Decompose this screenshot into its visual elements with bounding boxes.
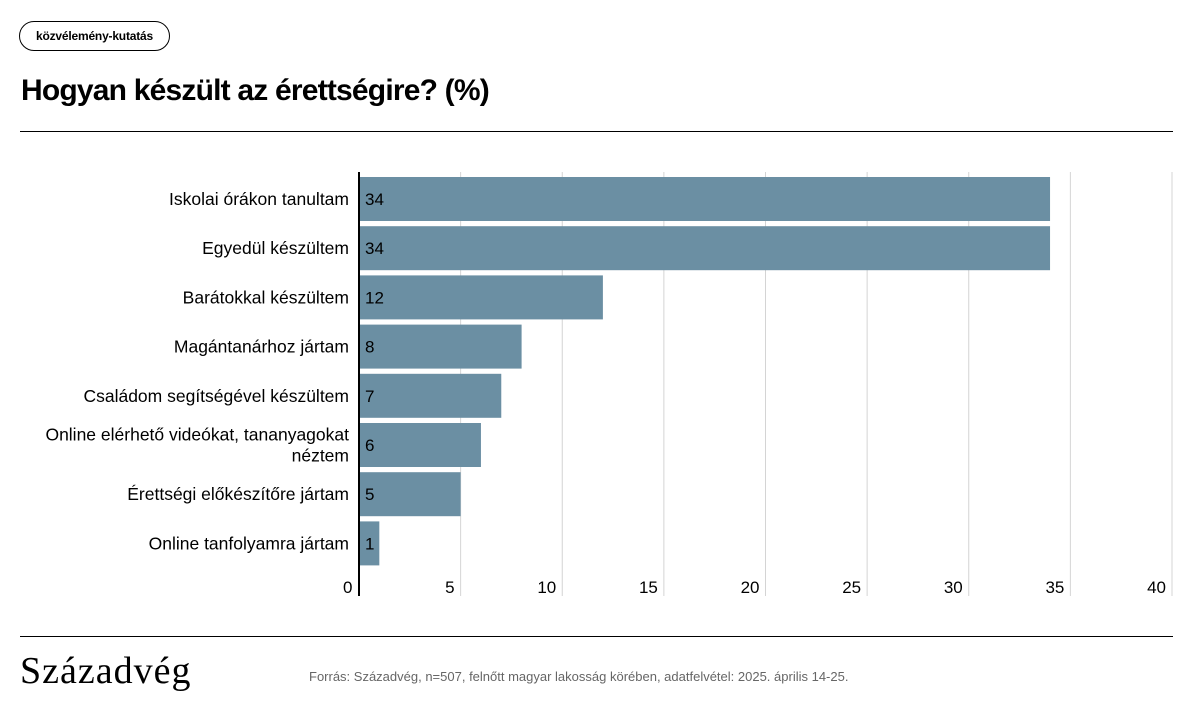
value-label-3: 8: [365, 338, 374, 357]
value-label-1: 34: [365, 239, 384, 258]
bar-2: [359, 275, 603, 320]
category-label-7: Online tanfolyamra jártam: [149, 533, 349, 553]
category-label-4: Családom segítségével készültem: [83, 386, 349, 406]
bar-6: [359, 472, 461, 517]
value-label-0: 34: [365, 190, 384, 209]
x-tick-label-0: 0: [343, 578, 352, 597]
x-tick-label-15: 15: [639, 578, 658, 597]
source-note: Forrás: Századvég, n=507, felnőtt magyar…: [309, 669, 849, 684]
chart-title: Hogyan készült az érettségire? (%): [21, 74, 490, 107]
bar-chart: 34 Iskolai órákon tanultam 34 Egyedül készü…: [45, 172, 1173, 597]
category-label-0: Iskolai órákon tanultam: [169, 189, 349, 209]
x-tick-label-30: 30: [944, 578, 963, 597]
bar-1: [359, 226, 1051, 271]
bar-0: [359, 177, 1051, 221]
bar-7: [359, 521, 380, 566]
category-tag: közvélemény-kutatás: [19, 21, 170, 51]
x-tick-label-25: 25: [842, 578, 861, 597]
x-tick-label-40: 40: [1147, 578, 1166, 597]
x-tick-label-5: 5: [445, 578, 454, 597]
header-divider: [20, 131, 1173, 132]
value-label-7: 1: [365, 534, 374, 553]
bar-4: [359, 373, 502, 418]
brand-logo: Századvég: [20, 650, 192, 692]
bar-3: [359, 324, 522, 369]
category-label-3: Magántanárhoz jártam: [174, 337, 349, 357]
bar-5: [359, 423, 481, 467]
category-label-5: Online elérhető videókat, tananyagokat né…: [45, 425, 349, 466]
category-label-6: Érettségi előkészítőre jártam: [127, 484, 349, 504]
value-label-2: 12: [365, 288, 384, 307]
category-label-1: Egyedül készültem: [202, 238, 349, 258]
value-label-5: 6: [365, 436, 374, 455]
x-tick-label-10: 10: [537, 578, 556, 597]
value-label-6: 5: [365, 485, 374, 504]
category-label-2: Barátokkal készültem: [183, 287, 349, 307]
x-tick-label-35: 35: [1045, 578, 1064, 597]
x-tick-label-20: 20: [741, 578, 760, 597]
value-label-4: 7: [365, 387, 374, 406]
footer-divider: [20, 636, 1173, 637]
